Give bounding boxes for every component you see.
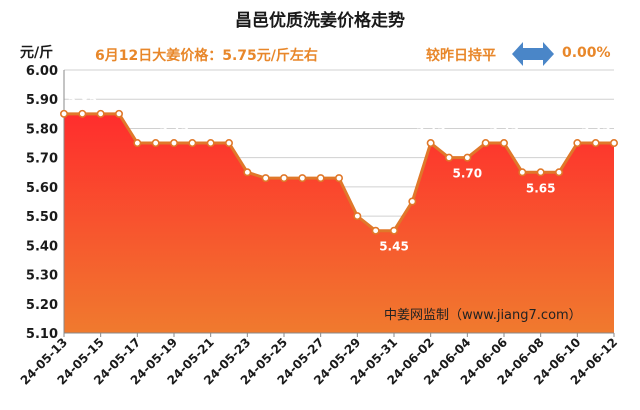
- data-point: [261, 174, 270, 183]
- data-label: 5.70: [453, 167, 483, 181]
- data-point: [170, 139, 179, 148]
- data-point: [206, 139, 215, 148]
- data-point: [279, 174, 288, 183]
- data-point: [573, 139, 582, 148]
- data-label: 5.85: [68, 93, 98, 107]
- data-point: [389, 226, 398, 235]
- data-label: 5.75: [416, 122, 446, 136]
- area-fill: [64, 113, 614, 333]
- data-point: [133, 139, 142, 148]
- y-tick-label: 5.10: [26, 327, 58, 342]
- data-point: [59, 109, 68, 118]
- y-tick-label: 5.50: [26, 210, 58, 225]
- price-note: 6月12日大姜价格：5.75元/斤左右: [95, 48, 318, 64]
- data-point: [243, 168, 252, 177]
- data-label: 5.75: [581, 122, 611, 136]
- data-point: [316, 174, 325, 183]
- data-point: [188, 139, 197, 148]
- data-point: [518, 168, 527, 177]
- price-area: [64, 113, 614, 333]
- data-point: [426, 139, 435, 148]
- data-point: [225, 139, 234, 148]
- trend-percent: 0.00%: [562, 45, 611, 61]
- y-axis-unit: 元/斤: [20, 45, 54, 61]
- y-tick-label: 5.70: [26, 152, 58, 167]
- y-tick-labels: 6.00 5.90 5.80 5.70 5.60 5.50 5.40 5.30 5.20 5.10: [26, 64, 58, 342]
- data-point: [481, 139, 490, 148]
- data-point: [96, 109, 105, 118]
- data-label: 5.45: [379, 240, 409, 254]
- data-point: [591, 139, 600, 148]
- data-point: [298, 174, 307, 183]
- data-point: [408, 197, 417, 206]
- y-tick-label: 5.30: [26, 269, 58, 284]
- data-point: [115, 109, 124, 118]
- y-tick-label: 5.20: [26, 298, 58, 313]
- data-point: [499, 139, 508, 148]
- y-tick-label: 5.80: [26, 122, 58, 137]
- data-point: [554, 168, 563, 177]
- data-point: [444, 153, 453, 162]
- y-tick-label: 6.00: [26, 64, 58, 79]
- watermark: 中姜网监制（www.jiang7.com）: [384, 308, 582, 323]
- data-point: [353, 212, 362, 221]
- data-label: 5.75: [489, 122, 519, 136]
- data-label: 5.63: [288, 157, 318, 171]
- y-tick-label: 5.40: [26, 239, 58, 254]
- data-point: [463, 153, 472, 162]
- double-arrow-icon: [512, 42, 554, 66]
- y-tick-label: 5.90: [26, 93, 58, 108]
- y-tick-label: 5.60: [26, 181, 58, 196]
- markers: [59, 109, 618, 235]
- data-point: [609, 139, 618, 148]
- x-tick-labels: 24-05-1324-05-1524-05-1724-05-1924-05-21…: [18, 335, 620, 387]
- data-point: [536, 168, 545, 177]
- data-label: 5.75: [159, 122, 189, 136]
- trend-label: 较昨日持平: [426, 48, 496, 64]
- data-point: [371, 226, 380, 235]
- data-point: [334, 174, 343, 183]
- data-point: [151, 139, 160, 148]
- chart-title: 昌邑优质洗姜价格走势: [235, 11, 405, 31]
- data-label: 5.65: [526, 181, 556, 195]
- data-labels: 5.85 5.75 5.63 5.45 5.75 5.70 5.75 5.65 5.75: [68, 93, 611, 254]
- data-point: [78, 109, 87, 118]
